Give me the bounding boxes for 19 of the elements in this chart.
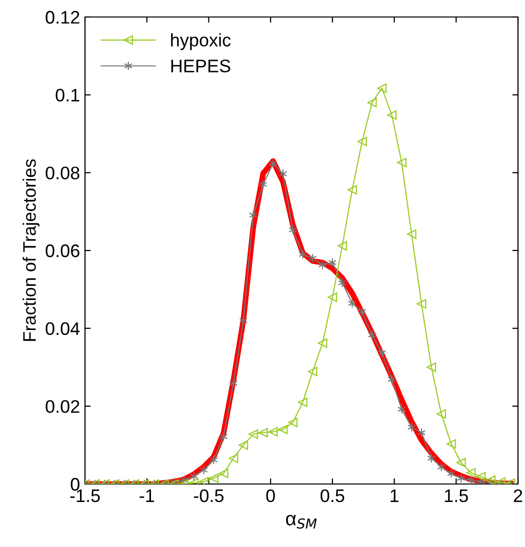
x-tick-label: -1.5 [70,490,100,502]
x-tick-label: -0.5 [194,489,224,502]
legend-label: HEPES [171,60,230,72]
x-tick-label: -1 [140,490,154,502]
y-tick-label: 0.12 [46,10,80,24]
y-tick-label: 0.02 [46,400,80,413]
x-tick-label: 0.5 [320,489,344,502]
y-tick-label: 0.08 [46,166,80,180]
x-tick-label: 0 [266,489,275,502]
x-tick-label: 1.5 [444,490,468,502]
x-axis-title: α$_{SM}$ [286,514,317,529]
y-axis-title: Fraction of Trajectories [22,159,40,341]
x-tick-label: 2 [514,489,522,502]
x-tick-label: 1 [390,490,398,502]
y-tick-label: 0 [70,478,80,491]
y-tick-label: 0.04 [46,322,80,336]
y-tick-label: 0.06 [46,244,80,258]
legend-label: hypoxic [171,33,231,50]
y-tick-label: 0.1 [56,88,80,102]
